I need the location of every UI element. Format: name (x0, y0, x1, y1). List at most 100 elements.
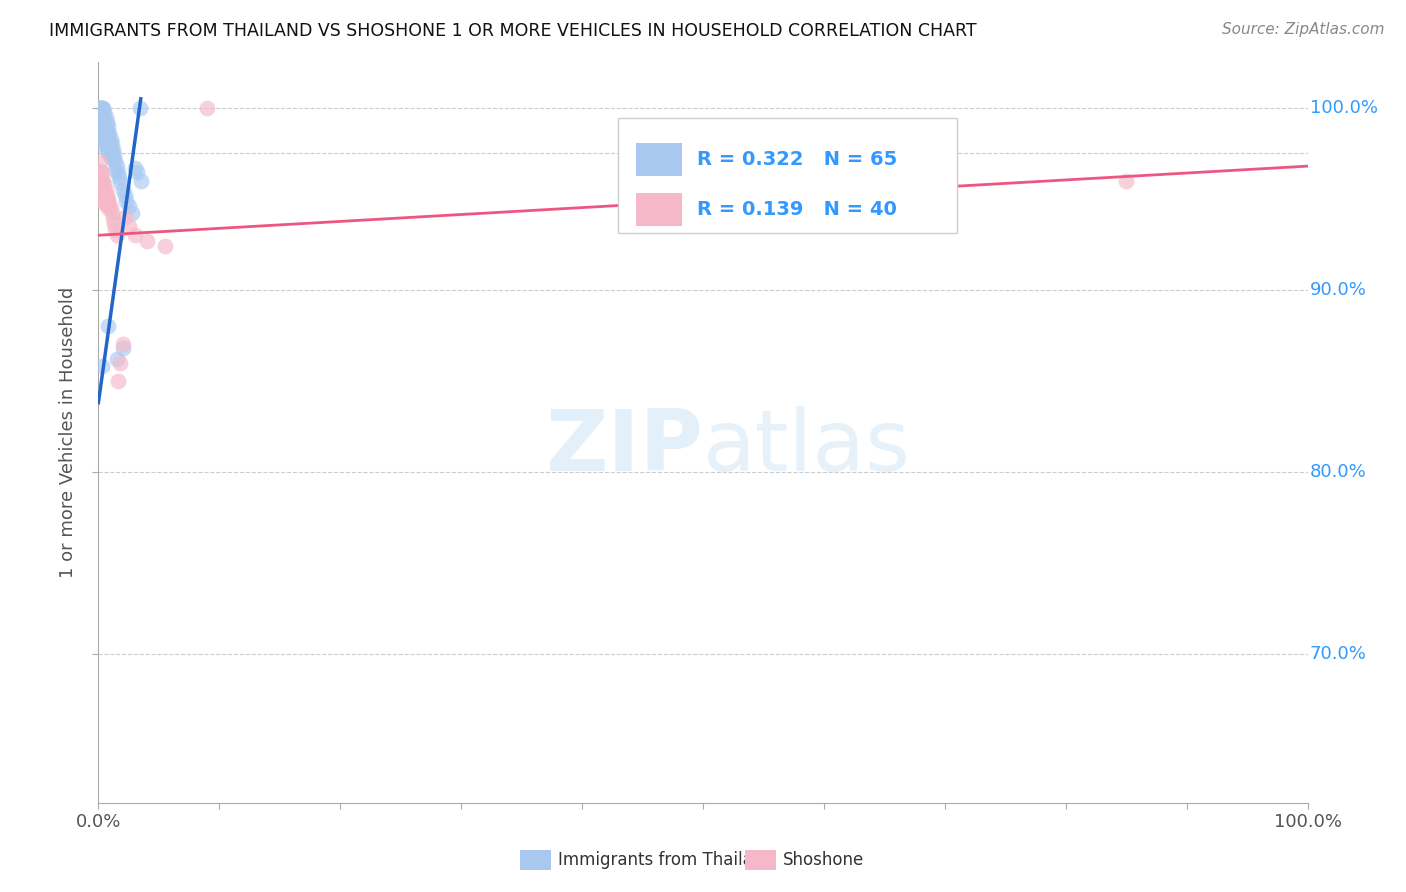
Point (94, 110, 117, 124)
Point (124, 161, 146, 175)
Point (96, 143, 118, 157)
Point (91, 110, 114, 124)
Point (100, 206, 122, 220)
Text: Shoshone: Shoshone (783, 851, 865, 869)
Point (90, 174, 112, 188)
Point (692, 186, 714, 201)
Text: IMMIGRANTS FROM THAILAND VS SHOSHONE 1 OR MORE VEHICLES IN HOUSEHOLD CORRELATION: IMMIGRANTS FROM THAILAND VS SHOSHONE 1 O… (49, 22, 977, 40)
Point (195, 101, 218, 115)
Y-axis label: 1 or more Vehicles in Household: 1 or more Vehicles in Household (59, 287, 77, 578)
Point (114, 188, 136, 202)
Point (121, 206, 143, 220)
Point (103, 217, 125, 231)
Point (89, 164, 111, 178)
Point (107, 164, 129, 178)
Point (1115, 174, 1137, 188)
Point (98, 127, 121, 141)
Point (96, 124, 118, 138)
Point (97, 119, 120, 133)
Point (97, 192, 120, 206)
Point (108, 355, 131, 369)
Text: Source: ZipAtlas.com: Source: ZipAtlas.com (1222, 22, 1385, 37)
Point (111, 183, 134, 197)
Point (89, 174, 111, 188)
Point (111, 341, 134, 355)
Point (118, 199, 141, 213)
Point (96, 197, 118, 211)
Point (124, 228, 146, 243)
Point (100, 150, 122, 164)
Point (91, 183, 114, 197)
Point (101, 152, 124, 166)
Point (153, 239, 176, 253)
Point (91, 192, 114, 206)
Point (89, 101, 111, 115)
Point (91, 101, 114, 115)
Point (89, 155, 111, 169)
FancyBboxPatch shape (637, 193, 682, 227)
Text: 90.0%: 90.0% (1310, 281, 1367, 299)
Point (94, 183, 117, 197)
Point (104, 162, 127, 177)
Text: 100.0%: 100.0% (1310, 99, 1378, 117)
Point (127, 164, 149, 178)
Point (90, 101, 112, 115)
Point (103, 148, 125, 162)
Text: R = 0.139   N = 40: R = 0.139 N = 40 (697, 200, 897, 219)
Point (91, 104, 114, 119)
Point (93, 186, 115, 201)
Text: Immigrants from Thailand: Immigrants from Thailand (558, 851, 773, 869)
Point (100, 201, 122, 215)
Point (94, 137, 117, 152)
Point (91, 101, 114, 115)
Point (91, 137, 114, 152)
Point (90, 115, 112, 129)
Point (93, 178, 115, 192)
Point (100, 137, 122, 152)
Point (93, 122, 115, 136)
Point (104, 153, 127, 168)
Point (115, 194, 138, 208)
Point (94, 192, 117, 206)
Point (97, 137, 120, 152)
Point (93, 113, 115, 128)
Point (93, 132, 115, 146)
Point (105, 228, 128, 243)
Point (91, 119, 114, 133)
Point (96, 188, 118, 202)
Text: atlas: atlas (703, 406, 911, 489)
Point (97, 146, 120, 161)
Point (105, 159, 128, 173)
Text: ZIP: ZIP (546, 406, 703, 489)
Point (104, 223, 127, 237)
Point (97, 319, 120, 334)
Point (89, 101, 111, 115)
Point (101, 143, 124, 157)
Point (90, 164, 112, 178)
Point (100, 141, 122, 155)
Point (96, 115, 118, 129)
Point (91, 174, 114, 188)
FancyBboxPatch shape (637, 143, 682, 176)
Point (98, 195, 121, 210)
Point (93, 104, 115, 119)
Point (91, 128, 114, 143)
Point (91, 359, 114, 374)
Point (96, 134, 118, 148)
Point (135, 234, 157, 248)
Text: R = 0.322   N = 65: R = 0.322 N = 65 (697, 150, 897, 169)
Point (105, 351, 128, 366)
Point (108, 176, 131, 190)
Point (97, 128, 120, 143)
Point (91, 101, 114, 115)
Point (90, 122, 112, 136)
Point (89, 110, 111, 124)
Point (94, 128, 117, 143)
Point (91, 164, 114, 178)
Point (114, 210, 136, 224)
Text: 80.0%: 80.0% (1310, 463, 1367, 481)
Point (91, 174, 114, 188)
Point (89, 104, 111, 119)
Point (91, 119, 114, 133)
Point (91, 110, 114, 124)
